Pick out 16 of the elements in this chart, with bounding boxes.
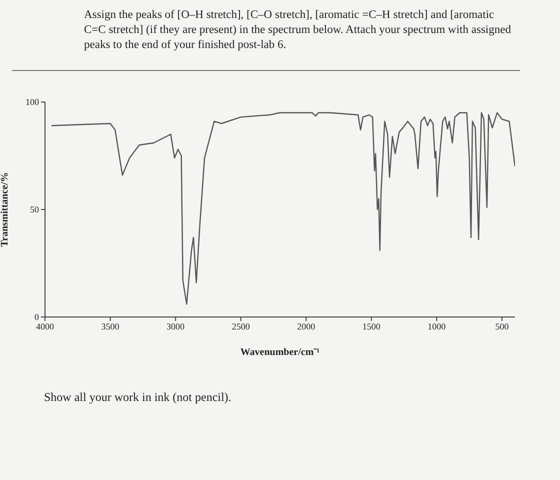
x-tick-label: 3000 [166,321,186,332]
text: Show all your work in ink (not pencil). [44,390,232,405]
x-tick-label: 4000 [36,321,54,332]
x-tick-label: 2500 [232,321,250,332]
y-tick-label: 100 [26,97,40,108]
y-tick-label: 0 [34,312,40,322]
x-tick-label: 500 [495,321,510,332]
x-tick-label: 2000 [297,321,316,332]
y-axis-title: Transmittance/% [0,172,11,247]
x-tick-label: 1500 [362,321,381,332]
x-tick-label: 1000 [428,321,446,332]
line-series [50,112,515,305]
chart-title: Assign the peaks of [O–H stretch], [C–O stretch], [aromatic =C–H stretch] and [aromatic C=C stretch] (if they are present) in the spectrum below. Attach your spectrum with assigned peaks to the end of your finished post-lab 6. [84,8,512,53]
x-tick-label: 3500 [101,321,120,332]
y-tick-label: 50 [30,204,40,215]
x-axis-title: Wavenumber/cm⁻¹ [240,347,320,358]
